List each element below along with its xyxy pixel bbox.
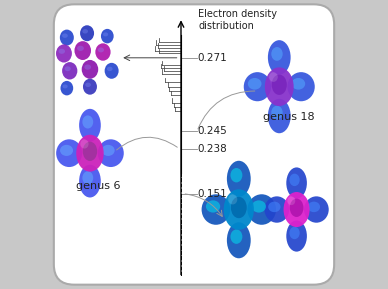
Ellipse shape (268, 202, 281, 212)
Ellipse shape (288, 197, 295, 205)
Ellipse shape (101, 29, 114, 43)
Text: Electron density
distribution: Electron density distribution (198, 9, 277, 31)
Ellipse shape (291, 78, 305, 90)
Ellipse shape (107, 67, 113, 71)
Ellipse shape (56, 139, 82, 167)
Ellipse shape (248, 78, 262, 90)
Ellipse shape (105, 63, 119, 79)
Ellipse shape (60, 145, 73, 156)
Ellipse shape (102, 145, 115, 156)
Ellipse shape (252, 200, 266, 213)
Ellipse shape (265, 67, 294, 106)
Ellipse shape (289, 227, 300, 239)
Ellipse shape (271, 106, 283, 119)
Ellipse shape (84, 64, 91, 70)
Text: genus 6: genus 6 (76, 181, 120, 191)
Ellipse shape (76, 135, 104, 172)
Ellipse shape (95, 43, 111, 61)
Ellipse shape (64, 66, 71, 71)
Ellipse shape (80, 25, 94, 41)
Ellipse shape (98, 139, 124, 167)
Ellipse shape (59, 49, 65, 54)
Ellipse shape (289, 174, 300, 186)
Ellipse shape (83, 142, 97, 161)
Ellipse shape (82, 171, 93, 184)
Ellipse shape (268, 99, 291, 133)
Ellipse shape (231, 197, 247, 218)
Ellipse shape (82, 115, 93, 129)
Text: 0.245: 0.245 (197, 127, 227, 136)
Ellipse shape (244, 72, 271, 101)
Ellipse shape (308, 202, 320, 212)
Ellipse shape (83, 79, 97, 95)
Ellipse shape (74, 41, 91, 60)
Ellipse shape (271, 47, 283, 61)
Text: genus 18: genus 18 (263, 112, 315, 122)
Ellipse shape (268, 40, 291, 75)
Ellipse shape (206, 200, 220, 213)
Ellipse shape (62, 62, 77, 79)
Ellipse shape (227, 222, 251, 258)
Ellipse shape (304, 196, 329, 223)
Ellipse shape (85, 83, 91, 87)
Ellipse shape (98, 47, 104, 52)
Ellipse shape (290, 199, 303, 217)
Ellipse shape (248, 194, 276, 225)
Ellipse shape (60, 29, 74, 46)
Ellipse shape (202, 194, 230, 225)
Ellipse shape (286, 167, 307, 199)
Ellipse shape (227, 161, 251, 197)
FancyBboxPatch shape (54, 4, 334, 285)
Ellipse shape (80, 139, 88, 149)
Ellipse shape (103, 32, 108, 36)
Ellipse shape (286, 221, 307, 252)
Ellipse shape (265, 196, 289, 223)
Text: 0.151: 0.151 (197, 189, 227, 199)
Ellipse shape (61, 81, 73, 95)
Ellipse shape (288, 72, 315, 101)
Ellipse shape (62, 84, 68, 88)
Ellipse shape (224, 189, 254, 230)
Ellipse shape (82, 60, 98, 79)
Ellipse shape (230, 168, 242, 182)
Text: 0.271: 0.271 (197, 53, 227, 63)
Ellipse shape (82, 29, 88, 34)
Ellipse shape (228, 194, 237, 204)
Ellipse shape (56, 45, 72, 62)
Ellipse shape (79, 109, 101, 142)
Ellipse shape (284, 192, 310, 227)
Ellipse shape (62, 34, 68, 38)
Ellipse shape (79, 165, 101, 197)
Ellipse shape (77, 46, 84, 51)
Ellipse shape (272, 75, 287, 95)
Ellipse shape (230, 229, 242, 244)
Ellipse shape (269, 72, 278, 82)
Text: 0.238: 0.238 (197, 144, 227, 154)
